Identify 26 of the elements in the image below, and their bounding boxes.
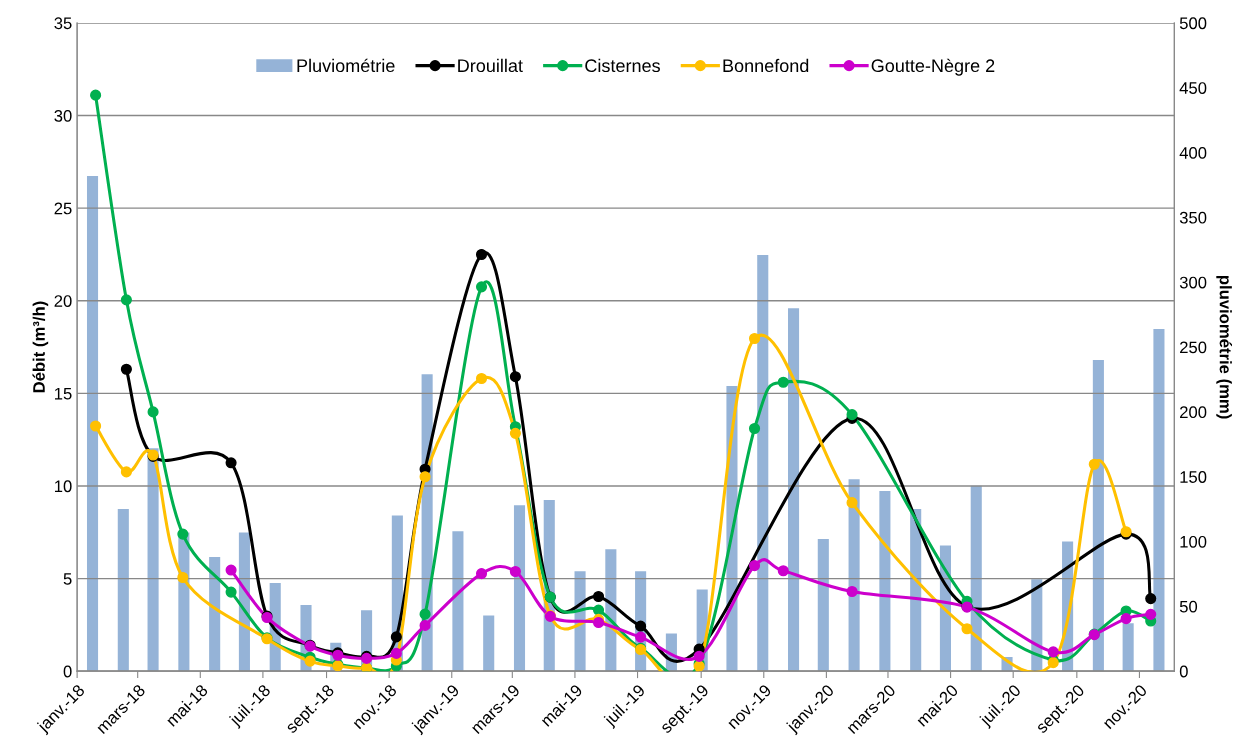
y2-tick-label: 450 <box>1179 82 1207 94</box>
y2-tick-label: 250 <box>1180 341 1207 354</box>
legend-label: Pluviométrie <box>297 58 395 73</box>
legend-label: Bonnefond <box>723 58 809 73</box>
legend-label: Cisternes <box>585 58 660 73</box>
y-tick-label: 0 <box>63 665 72 678</box>
legend-label: Goutte-Nègre 2 <box>871 58 995 76</box>
y2-tick-label: 500 <box>1179 17 1207 30</box>
y-tick-label: 35 <box>54 17 72 30</box>
y2-tick-label: 400 <box>1179 146 1207 159</box>
y-tick-label: 5 <box>63 573 72 585</box>
y2-tick-label: 300 <box>1179 276 1207 289</box>
y-tick-label: 10 <box>55 480 72 493</box>
y-tick-label: 15 <box>55 387 72 400</box>
y2-tick-label: 100 <box>1180 535 1207 548</box>
y-axis-title: Débit (m³/h) <box>32 301 49 393</box>
y-tick-label: 30 <box>54 109 72 122</box>
y2-tick-label: 200 <box>1180 406 1207 419</box>
y2-tick-label: 50 <box>1179 600 1198 613</box>
y2-axis-title: pluviométrie (mm) <box>1216 275 1232 419</box>
legend-label: Drouillat <box>458 58 523 73</box>
y2-tick-label: 350 <box>1179 211 1207 224</box>
y-tick-label: 25 <box>54 202 72 215</box>
y-tick-label: 20 <box>54 295 72 307</box>
y2-tick-label: 0 <box>1179 665 1188 678</box>
y2-tick-label: 150 <box>1180 471 1207 483</box>
